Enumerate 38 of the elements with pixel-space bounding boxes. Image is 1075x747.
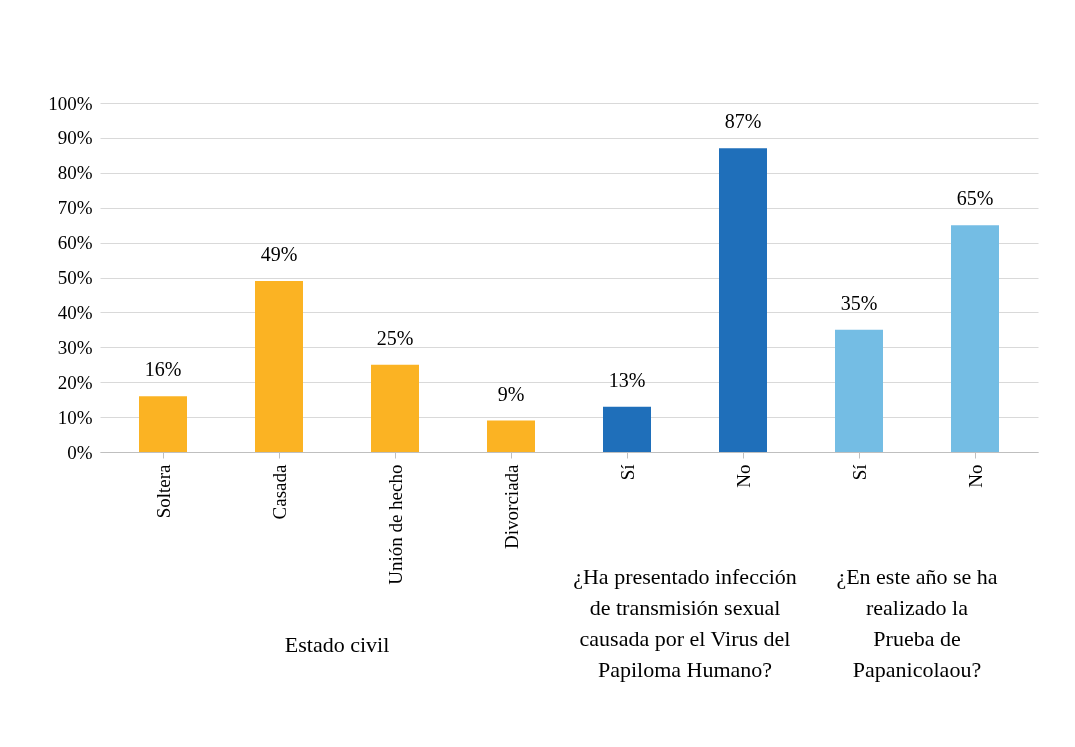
x-tick-label: Divorciada bbox=[500, 463, 522, 549]
bar bbox=[487, 420, 535, 452]
x-tick-label: Casada bbox=[268, 463, 290, 520]
bar bbox=[139, 396, 187, 452]
data-label: 16% bbox=[144, 358, 182, 381]
data-label: 13% bbox=[608, 368, 646, 391]
data-label: 9% bbox=[497, 382, 525, 405]
data-label: 87% bbox=[724, 110, 762, 133]
bar bbox=[255, 280, 303, 452]
x-tick-label: Sí bbox=[848, 463, 870, 481]
y-tick-label: 100% bbox=[48, 92, 93, 114]
bar bbox=[951, 225, 999, 452]
x-tick-label: No bbox=[732, 464, 754, 488]
bar bbox=[371, 364, 419, 452]
x-tick-label: Sí bbox=[616, 463, 638, 481]
text: ¿En este año se ha realizado la Prueba de Papanicolaou? bbox=[836, 564, 998, 682]
y-tick-label: 80% bbox=[57, 162, 93, 184]
text: ¿Ha presentado infección de transmisión sexual causada por el Virus del Papiloma Humano? bbox=[573, 564, 797, 682]
y-tick-label: 20% bbox=[57, 371, 93, 393]
bar bbox=[719, 148, 767, 452]
x-tick-label: Unión de hecho bbox=[384, 464, 406, 585]
x-tick-label: Soltera bbox=[152, 463, 174, 519]
x-tick-label: No bbox=[964, 464, 986, 488]
data-label: 65% bbox=[956, 187, 994, 210]
data-label: 25% bbox=[376, 326, 414, 349]
data-label: 49% bbox=[260, 242, 298, 265]
bar bbox=[603, 406, 651, 452]
y-tick-label: 70% bbox=[57, 197, 93, 219]
text: Estado civil bbox=[284, 632, 390, 657]
y-tick-label: 30% bbox=[57, 336, 93, 358]
data-label: 35% bbox=[840, 291, 878, 314]
y-tick-label: 50% bbox=[57, 267, 93, 288]
y-tick-label: 0% bbox=[67, 441, 93, 463]
bar bbox=[835, 329, 883, 452]
y-tick-label: 40% bbox=[57, 301, 93, 323]
y-tick-label: 60% bbox=[57, 232, 93, 254]
y-tick-label: 10% bbox=[57, 406, 93, 428]
y-tick-label: 90% bbox=[57, 127, 93, 149]
